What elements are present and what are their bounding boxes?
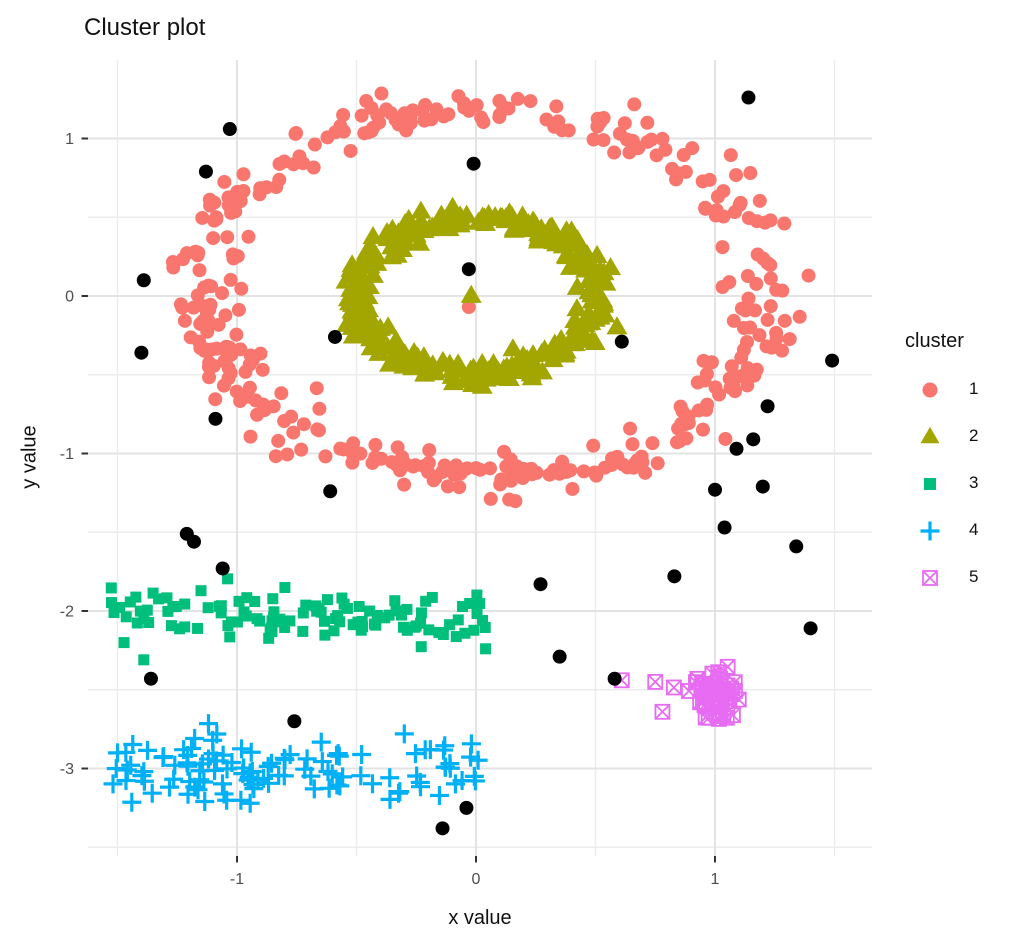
grid-minor	[88, 60, 872, 856]
x-tick-label: 1	[711, 871, 720, 888]
circle-marker-icon	[922, 382, 938, 398]
legend-item-label: 3	[969, 473, 979, 492]
crossed-square-marker-icon	[922, 570, 938, 586]
data-points	[103, 86, 840, 836]
cluster-4-points	[103, 714, 488, 813]
legend-item-label: 5	[969, 567, 979, 586]
y-tick-label: -1	[60, 446, 74, 463]
noise-points	[134, 90, 840, 836]
legend-item-label: 2	[969, 426, 979, 445]
legend-item-cluster-1: 1	[905, 376, 978, 402]
legend-items: 1 2 3 4 5	[905, 376, 978, 590]
legend-item-cluster-2: 2	[905, 423, 978, 449]
cluster-1-points	[165, 86, 816, 509]
y-tick-label: 0	[65, 289, 74, 306]
plot-title: Cluster plot	[84, 14, 206, 41]
legend-item-cluster-3: 3	[905, 470, 978, 496]
legend-item-cluster-4: 4	[905, 517, 978, 543]
cluster-2-points	[335, 196, 628, 394]
axis-ticks	[81, 137, 716, 863]
x-tick-label: 0	[472, 871, 481, 888]
y-tick-label: -3	[60, 761, 74, 778]
cluster-5-points	[613, 658, 747, 727]
x-tick-label: -1	[230, 871, 244, 888]
y-tick-label: 1	[65, 131, 74, 148]
legend-item-label: 1	[969, 379, 979, 398]
cluster-3-points	[105, 573, 492, 666]
legend-title: cluster	[905, 330, 964, 352]
y-tick-label: -2	[60, 604, 74, 621]
triangle-marker-icon	[920, 426, 940, 444]
plus-marker-icon	[920, 521, 940, 541]
legend-item-label: 4	[969, 520, 979, 539]
axis-tick-labels: -1 0 1 1 0 -1 -2 -3	[60, 131, 720, 888]
legend-item-cluster-5: 5	[905, 564, 978, 590]
y-axis-title: y value	[18, 425, 41, 489]
grid-major	[88, 60, 872, 856]
square-marker-icon	[924, 478, 936, 490]
x-axis-title: x value	[448, 907, 512, 929]
legend: cluster 1 2 3 4 5	[905, 328, 978, 590]
